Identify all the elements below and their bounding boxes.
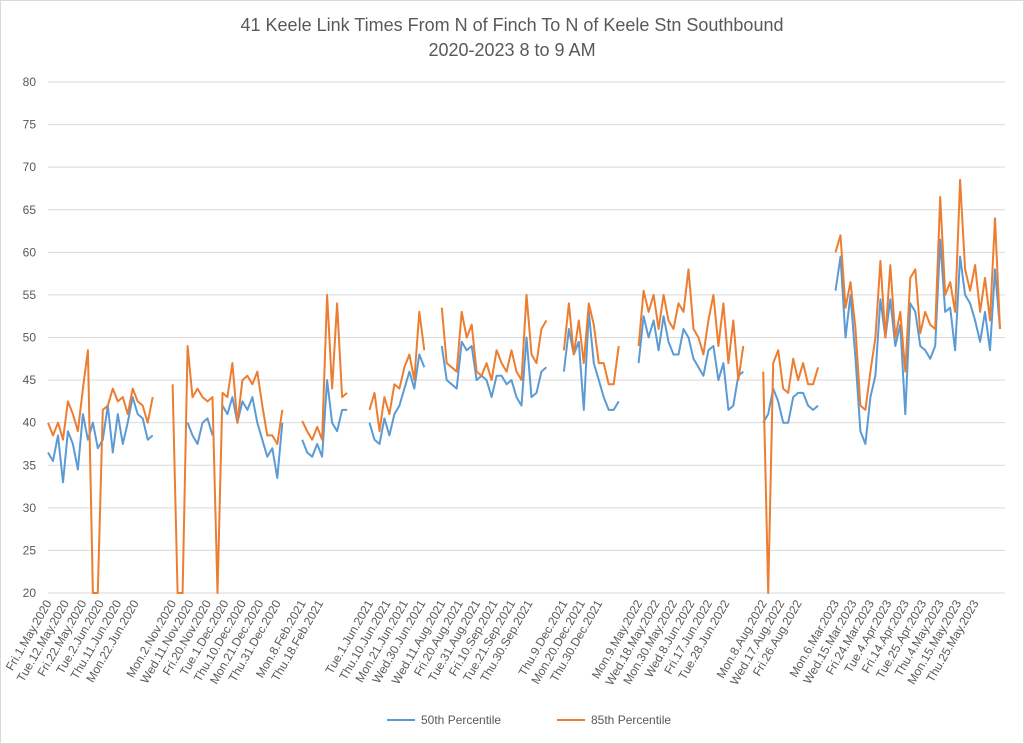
legend-item-50th: 50th Percentile [387, 713, 501, 727]
y-tick-label: 45 [23, 373, 37, 387]
series-line-p50 [834, 238, 1001, 445]
y-tick-label: 65 [23, 203, 37, 217]
y-tick-label: 20 [23, 586, 37, 600]
y-tick-label: 40 [23, 416, 37, 430]
series-line-p85 [171, 345, 284, 594]
series-line-p85 [301, 293, 348, 441]
chart-subtitle: 2020-2023 8 to 9 AM [428, 40, 596, 60]
legend-swatch-85th [557, 719, 585, 721]
series-line-p50 [368, 353, 426, 445]
series-line-p85 [834, 178, 1001, 411]
series-line-p85 [368, 310, 426, 433]
y-tick-label: 25 [23, 543, 37, 557]
y-tick-label: 35 [23, 458, 37, 472]
y-tick-label: 60 [23, 245, 37, 259]
series-line-p50 [637, 315, 744, 411]
legend-swatch-50th [387, 719, 415, 721]
legend-item-85th: 85th Percentile [557, 713, 671, 727]
legend-label-85th: 85th Percentile [591, 713, 672, 727]
series-line-p85 [562, 302, 620, 386]
series-line-p50 [47, 396, 154, 484]
series-line-p50 [186, 396, 284, 479]
y-tick-label: 80 [23, 75, 37, 89]
series-line-p85 [47, 349, 154, 594]
y-tick-label: 70 [23, 160, 37, 174]
legend-label-50th: 50th Percentile [421, 713, 502, 727]
y-tick-label: 50 [23, 331, 37, 345]
chart-title: 41 Keele Link Times From N of Finch To N… [240, 15, 784, 35]
series-line-p85 [637, 268, 745, 382]
y-tick-label: 55 [23, 288, 37, 302]
series-line-p50 [440, 336, 548, 407]
series-line-p50 [301, 379, 348, 458]
y-tick-label: 30 [23, 501, 37, 515]
series-line-p85 [762, 349, 820, 594]
y-tick-label: 75 [23, 118, 37, 132]
series-line-p85 [440, 293, 548, 382]
